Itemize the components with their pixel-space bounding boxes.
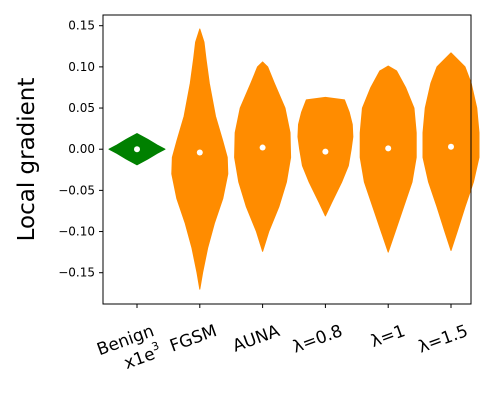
median-marker — [196, 149, 203, 156]
y-axis: 0.15 0.10 0.05 0.00 −0.05 −0.10 −0.15 — [58, 19, 103, 280]
violin-body — [171, 28, 229, 290]
y-tick-label: 0.05 — [68, 101, 95, 115]
violin-body — [359, 65, 417, 253]
x-tick-label: FGSM — [167, 321, 219, 356]
y-tick-label: −0.05 — [58, 183, 95, 197]
plot-area — [108, 28, 480, 290]
median-marker — [385, 145, 392, 152]
median-marker — [134, 146, 140, 153]
x-tick-label-group: λ=0.8 — [290, 321, 345, 357]
median-marker — [322, 148, 329, 155]
violin-body — [422, 52, 480, 251]
violin-body — [297, 96, 354, 217]
x-tick-label-group: λ=1 — [368, 321, 408, 352]
x-tick-label: AUNA — [230, 321, 283, 356]
x-tick-label: λ=1 — [368, 321, 408, 352]
median-marker — [259, 144, 266, 151]
y-tick-label: 0.10 — [68, 60, 95, 74]
y-tick-label: 0.00 — [68, 142, 95, 156]
x-tick-label-group: FGSM — [167, 321, 219, 356]
y-axis-title: Local gradient — [14, 78, 40, 242]
plot-frame — [102, 14, 472, 305]
x-tick-label-group: AUNA — [230, 321, 283, 356]
x-tick-label-group: λ=1.5 — [416, 321, 471, 357]
median-marker — [448, 143, 454, 150]
y-tick-label: −0.15 — [58, 266, 95, 280]
y-tick-label: 0.15 — [68, 19, 95, 33]
x-tick-label: λ=0.8 — [290, 321, 345, 357]
violin-body — [234, 61, 292, 252]
x-tick-label: λ=1.5 — [416, 321, 471, 357]
y-tick-label: −0.10 — [58, 225, 95, 239]
